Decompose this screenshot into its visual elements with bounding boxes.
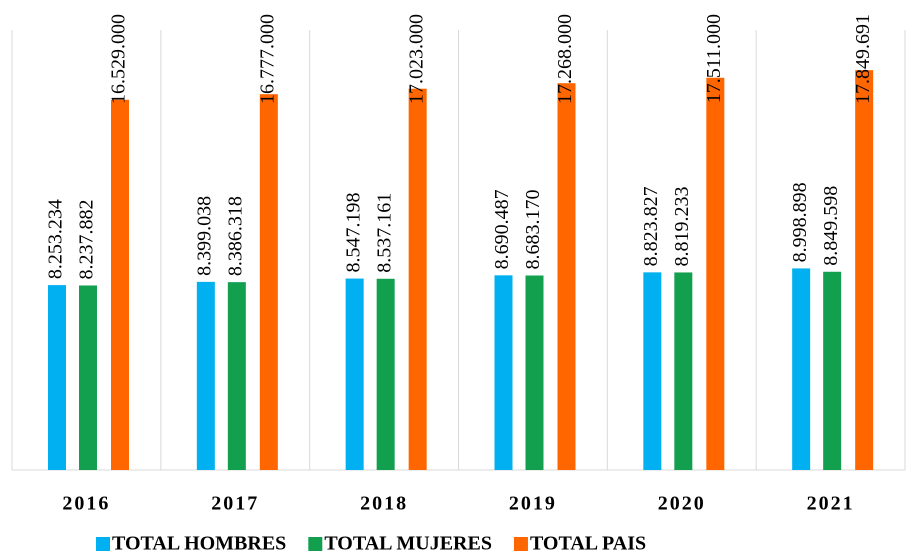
bar (855, 70, 874, 470)
bar (525, 275, 544, 470)
bar (259, 94, 278, 471)
bar (48, 285, 66, 470)
data-label: 8.683.170 (522, 189, 544, 269)
data-label: 8.819.233 (671, 186, 693, 266)
bar (79, 285, 97, 470)
x-tick-label: 2018 (360, 493, 408, 515)
bar (557, 83, 576, 470)
data-label: 16.777.000 (256, 14, 278, 104)
data-label: 8.823.827 (640, 186, 662, 266)
bar (792, 268, 811, 470)
legend-label: TOTAL MUJERES (324, 533, 492, 555)
data-label: 17.268.000 (554, 14, 576, 104)
bar (227, 282, 246, 470)
data-label: 8.537.161 (373, 193, 395, 273)
x-tick-label: 2021 (807, 493, 855, 515)
data-label: 8.849.598 (820, 186, 842, 266)
bar (643, 272, 662, 470)
legend-swatch (513, 537, 528, 551)
data-label: 8.690.487 (491, 189, 513, 269)
data-label: 17.511.000 (703, 14, 725, 103)
legend-swatch (96, 537, 110, 551)
legend-label: TOTAL HOMBRES (112, 533, 286, 555)
data-label: 8.253.234 (45, 199, 67, 279)
bar (111, 99, 129, 470)
x-tick-label: 2019 (509, 493, 557, 515)
x-tick-label: 2016 (62, 493, 110, 515)
data-label: 17.023.000 (405, 14, 427, 104)
data-label: 8.547.198 (342, 193, 364, 273)
bar (494, 275, 513, 470)
data-label: 16.529.000 (108, 14, 130, 104)
data-label: 8.386.318 (224, 196, 246, 276)
bar (376, 278, 395, 470)
bar (674, 272, 693, 470)
bar (408, 88, 427, 470)
x-tick-label: 2020 (658, 493, 706, 515)
bar (823, 271, 842, 470)
bar (345, 278, 364, 470)
bar (706, 77, 725, 470)
legend-swatch (308, 537, 323, 551)
bar (196, 281, 215, 470)
data-label: 8.237.882 (76, 199, 98, 279)
data-label: 8.998.898 (789, 182, 811, 262)
data-label: 17.849.691 (852, 14, 874, 104)
data-label: 8.399.038 (193, 196, 215, 276)
legend-label: TOTAL PAIS (530, 533, 646, 555)
x-tick-label: 2017 (211, 493, 259, 515)
